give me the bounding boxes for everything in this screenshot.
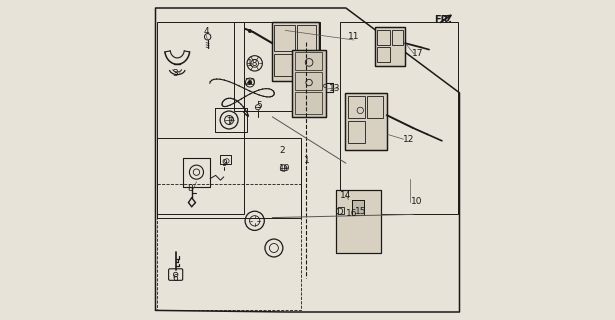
Text: FR.: FR. [435, 15, 453, 25]
Bar [375, 27, 405, 66]
Bar [157, 184, 301, 310]
Circle shape [248, 29, 252, 33]
Bar [375, 27, 405, 66]
Text: 4: 4 [203, 27, 209, 36]
Text: 12: 12 [403, 135, 414, 144]
Bar [352, 200, 365, 215]
Bar [392, 30, 403, 45]
Text: 19: 19 [279, 164, 290, 172]
Bar [295, 72, 322, 90]
Bar [157, 138, 301, 218]
Text: 5: 5 [256, 101, 262, 110]
Text: 7: 7 [227, 117, 233, 126]
Bar [339, 22, 458, 214]
Bar [274, 54, 295, 76]
Bar [352, 200, 365, 215]
Text: 11: 11 [348, 32, 360, 41]
Text: 9: 9 [221, 159, 227, 168]
Text: 15: 15 [355, 207, 366, 216]
Bar [292, 50, 326, 117]
Bar [296, 54, 317, 76]
Bar [272, 22, 319, 81]
Bar [295, 52, 322, 70]
Text: 14: 14 [339, 191, 351, 200]
Bar [336, 190, 381, 253]
Text: 16: 16 [346, 209, 357, 218]
Bar [157, 22, 244, 214]
Circle shape [248, 81, 252, 84]
Text: 13: 13 [329, 84, 341, 92]
Bar [295, 92, 322, 114]
Text: 1: 1 [304, 156, 310, 164]
Bar [345, 93, 387, 150]
Bar [274, 25, 295, 51]
Text: 8: 8 [187, 184, 193, 193]
Bar [272, 22, 319, 81]
Bar [348, 121, 365, 143]
Bar [336, 190, 381, 253]
Bar [296, 25, 317, 51]
Text: 17: 17 [412, 49, 424, 58]
Bar [377, 30, 390, 45]
Text: 18: 18 [247, 59, 259, 68]
Bar [345, 93, 387, 150]
Text: 6: 6 [173, 274, 178, 283]
Text: 2: 2 [279, 146, 285, 155]
Bar [292, 50, 326, 117]
Text: 3: 3 [172, 69, 178, 78]
Bar [338, 207, 344, 214]
Bar [367, 96, 383, 118]
Text: 10: 10 [411, 197, 422, 206]
Bar [234, 22, 320, 111]
Bar [336, 190, 381, 253]
Bar [377, 47, 390, 62]
Text: 20: 20 [245, 78, 256, 87]
Bar [348, 96, 365, 118]
Bar [220, 155, 231, 164]
